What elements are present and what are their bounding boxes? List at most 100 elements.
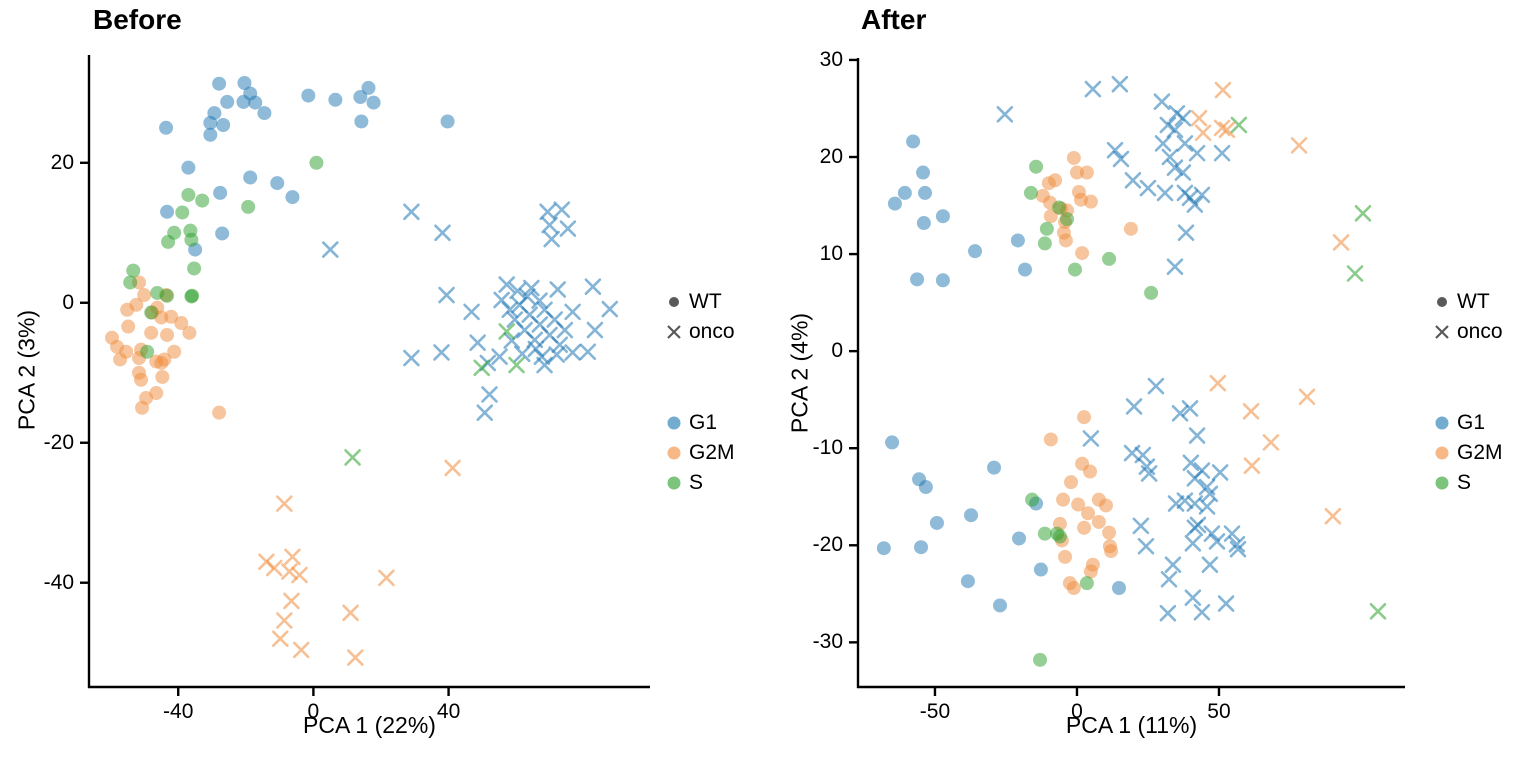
x-tick-label: 0 <box>307 700 320 723</box>
data-point <box>1033 562 1048 577</box>
data-point <box>213 185 228 200</box>
data-point <box>144 325 159 340</box>
data-point <box>1102 525 1117 540</box>
data-point <box>123 275 138 290</box>
data-point <box>1147 377 1165 395</box>
data-point <box>276 612 293 629</box>
data-point <box>444 459 461 477</box>
data-point <box>195 193 210 208</box>
data-point <box>1211 464 1229 481</box>
data-point <box>1188 427 1206 444</box>
data-point <box>433 344 450 361</box>
data-point <box>1160 570 1178 588</box>
data-point <box>155 369 170 384</box>
data-point <box>276 495 293 512</box>
data-point <box>203 127 218 142</box>
data-point <box>1229 540 1247 558</box>
data-point <box>887 196 902 211</box>
data-point <box>1052 529 1067 544</box>
data-point <box>160 327 175 342</box>
data-point <box>1077 520 1092 535</box>
data-point <box>1037 526 1052 541</box>
data-point <box>1262 434 1280 451</box>
g1-dot-icon <box>667 416 681 430</box>
y-axis-label-after: PCA 2 (4%) <box>786 312 813 434</box>
data-point <box>1052 200 1067 215</box>
data-point <box>438 286 455 304</box>
data-point <box>1058 549 1073 564</box>
data-point <box>1043 432 1058 447</box>
data-point <box>1083 564 1098 579</box>
data-point <box>1139 179 1157 197</box>
data-point <box>1167 495 1185 512</box>
data-point <box>1075 246 1090 261</box>
legend-label-wt: WT <box>1457 290 1490 313</box>
legend-label-g2m: G2M <box>1457 441 1503 464</box>
data-point <box>473 359 490 377</box>
data-point <box>1025 492 1040 507</box>
data-point <box>1029 159 1044 174</box>
data-point <box>175 205 190 220</box>
data-point <box>1058 233 1073 248</box>
legend-label-s: S <box>689 471 704 494</box>
y-axis-label-before: PCA 2 (3%) <box>13 309 40 431</box>
s-dot-icon <box>1435 476 1449 490</box>
data-point <box>1125 398 1143 415</box>
panel-title-after: After <box>861 4 927 35</box>
s-dot-icon <box>667 476 681 490</box>
data-point <box>257 106 272 121</box>
x-tick-label: 0 <box>1071 700 1083 723</box>
data-point <box>549 281 567 298</box>
data-point <box>601 300 619 318</box>
data-point <box>1017 262 1032 277</box>
data-point <box>1228 536 1246 553</box>
data-point <box>1159 116 1177 134</box>
data-point <box>1083 194 1098 209</box>
data-point <box>501 301 519 319</box>
data-point <box>1079 165 1094 180</box>
data-point <box>1060 212 1075 227</box>
legend-label-g1: G1 <box>1457 411 1486 434</box>
legend-label-onco: onco <box>689 320 735 343</box>
data-point <box>1023 185 1038 200</box>
data-point <box>144 305 159 320</box>
data-point <box>543 230 560 248</box>
data-point <box>541 216 558 234</box>
data-point <box>1203 525 1221 542</box>
legend-label-onco: onco <box>1457 320 1503 343</box>
data-point <box>1166 121 1184 139</box>
data-point <box>491 348 508 365</box>
data-point <box>1213 144 1231 162</box>
data-point <box>876 541 891 556</box>
data-point <box>113 352 128 367</box>
data-point <box>361 80 376 95</box>
g1-dot-icon <box>1435 416 1449 430</box>
data-point <box>440 114 455 129</box>
data-point <box>1039 221 1054 236</box>
g2m-dot-icon <box>1435 446 1449 460</box>
legend-item-wt: WT <box>663 287 735 317</box>
data-point <box>1037 236 1052 251</box>
data-point <box>1332 234 1350 251</box>
data-point <box>167 344 182 359</box>
data-point <box>551 336 569 354</box>
data-point <box>1217 595 1235 612</box>
data-point <box>1324 507 1342 525</box>
data-point <box>292 641 310 659</box>
data-point <box>503 332 521 349</box>
data-point <box>1242 403 1260 420</box>
data-point <box>1067 262 1082 277</box>
x-tick-label: -50 <box>919 700 951 723</box>
data-point <box>354 114 369 129</box>
data-point <box>1112 150 1130 168</box>
data-point <box>1043 209 1058 224</box>
data-point <box>237 75 252 90</box>
data-point <box>160 204 175 219</box>
data-point <box>1230 116 1248 134</box>
y-tick-label: 0 <box>62 290 74 314</box>
data-point <box>185 288 200 303</box>
data-point <box>960 574 975 589</box>
data-point <box>509 282 526 300</box>
data-point <box>1174 164 1192 181</box>
